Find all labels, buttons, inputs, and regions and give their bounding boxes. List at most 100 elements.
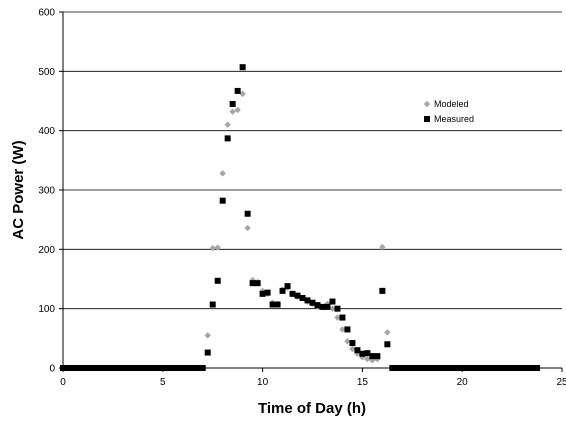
- data-point: [304, 297, 311, 304]
- data-point: [349, 345, 356, 353]
- data-point: [384, 341, 391, 348]
- data-point: [474, 365, 481, 371]
- data-point: [174, 365, 181, 371]
- data-point: [204, 349, 211, 356]
- x-tick-label: 0: [60, 377, 66, 388]
- data-point: [399, 365, 406, 371]
- data-point: [219, 170, 226, 177]
- y-tick-label: 300: [38, 186, 55, 197]
- data-point: [229, 108, 236, 115]
- data-point: [489, 365, 496, 371]
- data-point: [499, 365, 506, 371]
- y-tick-label: 600: [38, 8, 55, 19]
- legend-label: Measured: [434, 114, 474, 124]
- legend-marker-measured: [424, 116, 430, 122]
- data-point: [349, 340, 356, 347]
- data-point: [239, 90, 246, 98]
- data-point: [159, 365, 166, 371]
- tick-labels: 0 100 200 300 400 500 600 0 5 10 15 20 25: [38, 8, 566, 389]
- data-point: [484, 365, 491, 371]
- data-point: [199, 365, 206, 371]
- series-measured: [60, 64, 541, 371]
- data-point: [524, 365, 531, 371]
- data-point: [89, 365, 96, 371]
- data-point: [234, 106, 241, 114]
- data-point: [229, 100, 236, 107]
- data-point: [169, 365, 176, 371]
- data-point: [529, 365, 536, 371]
- y-tick-label: 500: [38, 67, 55, 78]
- data-point: [254, 280, 261, 287]
- data-points: [59, 64, 541, 372]
- data-point: [339, 326, 346, 333]
- data-point: [119, 365, 126, 371]
- data-point: [324, 303, 331, 310]
- data-point: [514, 365, 521, 371]
- data-point: [224, 135, 231, 142]
- data-point: [444, 365, 451, 371]
- data-point: [99, 365, 106, 371]
- data-point: [289, 290, 296, 297]
- data-point: [509, 365, 516, 371]
- data-point: [334, 314, 341, 321]
- data-point: [69, 365, 76, 371]
- data-point: [344, 326, 351, 333]
- data-point: [434, 365, 441, 371]
- data-point: [354, 347, 361, 354]
- x-axis-title: Time of Day (h): [258, 400, 366, 417]
- data-point: [179, 365, 186, 371]
- data-point: [244, 224, 251, 232]
- y-tick-label: 200: [38, 245, 55, 256]
- data-point: [459, 365, 466, 371]
- data-point: [109, 365, 116, 371]
- data-point: [319, 303, 326, 310]
- legend-marker-modeled: [423, 100, 431, 108]
- data-point: [494, 365, 501, 371]
- data-point: [469, 365, 476, 371]
- data-point: [214, 277, 221, 284]
- data-point: [394, 365, 401, 371]
- data-point: [129, 365, 136, 371]
- data-point: [369, 353, 376, 360]
- data-point: [244, 210, 251, 217]
- data-point: [194, 365, 201, 371]
- data-point: [439, 365, 446, 371]
- data-point: [429, 365, 436, 371]
- data-point: [454, 365, 461, 371]
- data-point: [114, 365, 121, 371]
- data-point: [269, 301, 276, 308]
- data-point: [284, 283, 291, 290]
- data-point: [424, 365, 431, 371]
- legend: Modeled Measured: [418, 93, 486, 127]
- data-point: [534, 365, 541, 371]
- data-point: [414, 365, 421, 371]
- data-point: [279, 287, 286, 294]
- x-tick-label: 25: [556, 377, 566, 388]
- data-point: [214, 244, 221, 251]
- y-axis-title: AC Power (W): [10, 140, 27, 239]
- data-point: [239, 64, 246, 71]
- data-point: [74, 365, 81, 371]
- gridlines: [63, 11, 562, 310]
- data-point: [144, 365, 151, 371]
- data-point: [389, 365, 396, 371]
- data-point: [419, 365, 426, 371]
- legend-label: Modeled: [434, 99, 469, 109]
- data-point: [104, 365, 111, 371]
- data-point: [184, 365, 191, 371]
- data-point: [309, 299, 316, 306]
- data-point: [219, 197, 226, 204]
- data-point: [204, 332, 211, 339]
- data-point: [339, 314, 346, 321]
- data-point: [60, 365, 66, 371]
- data-point: [259, 290, 266, 297]
- data-point: [314, 302, 321, 309]
- data-point: [329, 305, 336, 312]
- data-point: [124, 365, 131, 371]
- data-point: [379, 287, 386, 294]
- data-point: [404, 365, 411, 371]
- data-point: [364, 350, 371, 357]
- data-point: [234, 87, 241, 94]
- data-point: [379, 243, 386, 251]
